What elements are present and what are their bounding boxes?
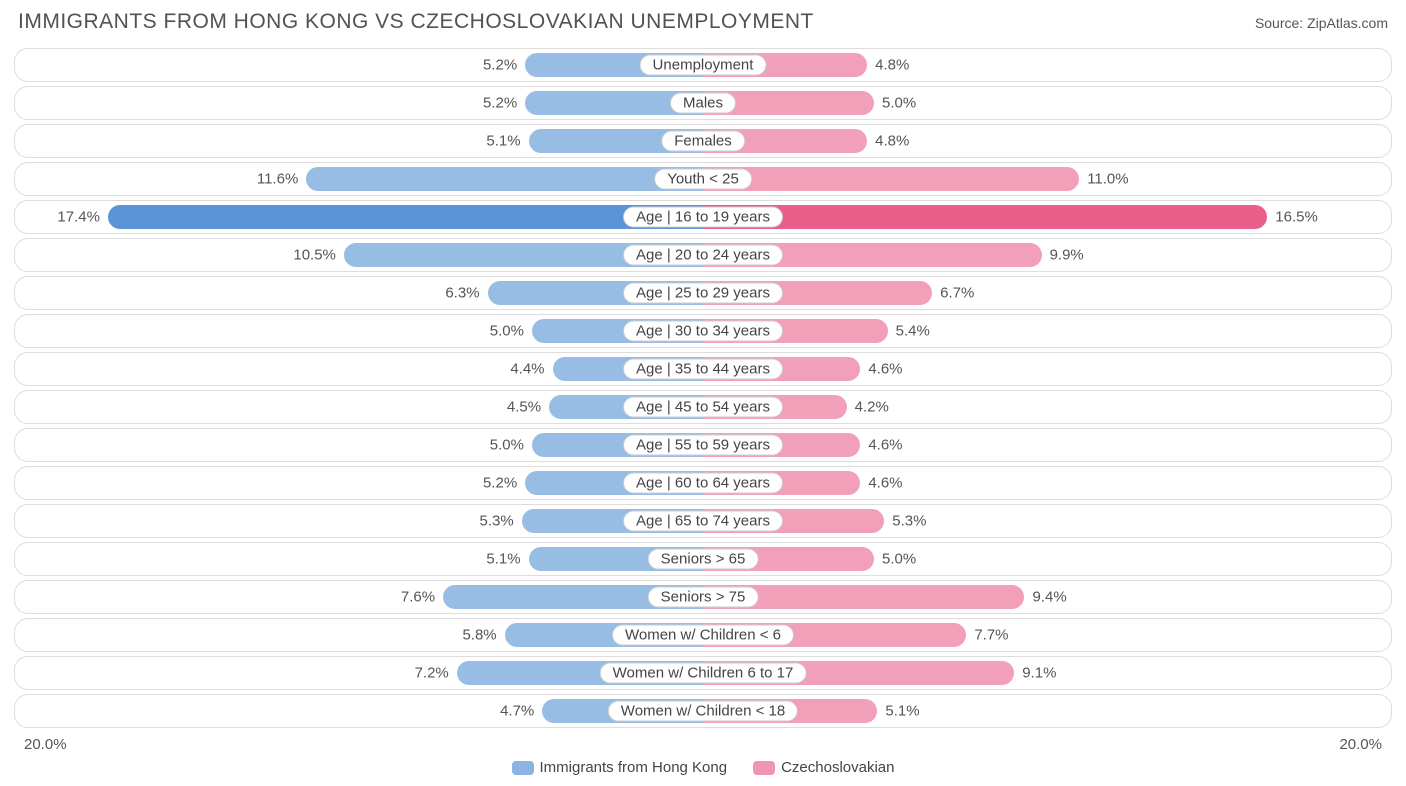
category-label: Age | 35 to 44 years — [623, 359, 783, 380]
chart-row: 5.2% 5.0% Males — [14, 86, 1392, 120]
value-left: 4.5% — [507, 399, 541, 416]
category-label: Seniors > 65 — [648, 549, 759, 570]
category-label: Age | 20 to 24 years — [623, 245, 783, 266]
value-left: 7.2% — [415, 665, 449, 682]
value-right: 4.8% — [875, 57, 909, 74]
value-left: 7.6% — [401, 589, 435, 606]
bar-right — [703, 167, 1079, 191]
chart-row: 11.6% 11.0% Youth < 25 — [14, 162, 1392, 196]
value-left: 17.4% — [57, 209, 100, 226]
category-label: Age | 30 to 34 years — [623, 321, 783, 342]
value-left: 6.3% — [445, 285, 479, 302]
chart-row: 5.3% 5.3% Age | 65 to 74 years — [14, 504, 1392, 538]
chart-title: IMMIGRANTS FROM HONG KONG VS CZECHOSLOVA… — [18, 10, 814, 34]
category-label: Unemployment — [640, 55, 767, 76]
chart-header: IMMIGRANTS FROM HONG KONG VS CZECHOSLOVA… — [14, 10, 1392, 34]
chart-row: 5.2% 4.8% Unemployment — [14, 48, 1392, 82]
value-right: 6.7% — [940, 285, 974, 302]
category-label: Women w/ Children < 6 — [612, 625, 794, 646]
category-label: Age | 16 to 19 years — [623, 207, 783, 228]
chart-source: Source: ZipAtlas.com — [1255, 15, 1388, 31]
chart-row: 4.7% 5.1% Women w/ Children < 18 — [14, 694, 1392, 728]
chart-row: 5.0% 5.4% Age | 30 to 34 years — [14, 314, 1392, 348]
legend-swatch-left — [512, 761, 534, 775]
bar-right — [703, 205, 1267, 229]
chart-row: 6.3% 6.7% Age | 25 to 29 years — [14, 276, 1392, 310]
diverging-bar-chart: 5.2% 4.8% Unemployment 5.2% 5.0% Males 5.1% 4.8… — [14, 48, 1392, 728]
value-left: 5.0% — [490, 323, 524, 340]
value-left: 4.4% — [510, 361, 544, 378]
chart-row: 7.6% 9.4% Seniors > 75 — [14, 580, 1392, 614]
value-right: 16.5% — [1275, 209, 1318, 226]
category-label: Age | 45 to 54 years — [623, 397, 783, 418]
value-left: 5.3% — [480, 513, 514, 530]
legend-label-left: Immigrants from Hong Kong — [540, 759, 728, 776]
value-right: 4.6% — [868, 475, 902, 492]
value-left: 5.2% — [483, 95, 517, 112]
value-right: 5.1% — [885, 703, 919, 720]
value-right: 5.0% — [882, 551, 916, 568]
value-left: 11.6% — [257, 171, 298, 188]
axis-left-max: 20.0% — [24, 736, 67, 753]
value-left: 5.0% — [490, 437, 524, 454]
value-left: 4.7% — [500, 703, 534, 720]
value-right: 5.0% — [882, 95, 916, 112]
value-right: 9.4% — [1032, 589, 1066, 606]
value-right: 7.7% — [974, 627, 1008, 644]
chart-row: 17.4% 16.5% Age | 16 to 19 years — [14, 200, 1392, 234]
category-label: Women w/ Children 6 to 17 — [600, 663, 807, 684]
chart-row: 5.1% 5.0% Seniors > 65 — [14, 542, 1392, 576]
chart-row: 5.8% 7.7% Women w/ Children < 6 — [14, 618, 1392, 652]
value-left: 5.1% — [486, 551, 520, 568]
category-label: Age | 55 to 59 years — [623, 435, 783, 456]
value-right: 9.9% — [1050, 247, 1084, 264]
category-label: Females — [661, 131, 745, 152]
value-right: 9.1% — [1022, 665, 1056, 682]
category-label: Males — [670, 93, 736, 114]
value-left: 5.8% — [462, 627, 496, 644]
chart-row: 4.5% 4.2% Age | 45 to 54 years — [14, 390, 1392, 424]
category-label: Age | 25 to 29 years — [623, 283, 783, 304]
value-right: 4.2% — [855, 399, 889, 416]
bar-left — [306, 167, 703, 191]
value-right: 5.4% — [896, 323, 930, 340]
chart-row: 5.2% 4.6% Age | 60 to 64 years — [14, 466, 1392, 500]
value-right: 4.8% — [875, 133, 909, 150]
legend-label-right: Czechoslovakian — [781, 759, 894, 776]
category-label: Age | 60 to 64 years — [623, 473, 783, 494]
value-right: 11.0% — [1087, 171, 1128, 188]
legend: Immigrants from Hong Kong Czechoslovakia… — [14, 759, 1392, 776]
value-left: 5.2% — [483, 475, 517, 492]
legend-item-left: Immigrants from Hong Kong — [512, 759, 728, 776]
axis-right-max: 20.0% — [1339, 736, 1382, 753]
value-left: 5.1% — [486, 133, 520, 150]
legend-item-right: Czechoslovakian — [753, 759, 894, 776]
bar-left — [108, 205, 703, 229]
chart-row: 10.5% 9.9% Age | 20 to 24 years — [14, 238, 1392, 272]
legend-swatch-right — [753, 761, 775, 775]
value-right: 5.3% — [892, 513, 926, 530]
category-label: Seniors > 75 — [648, 587, 759, 608]
chart-row: 4.4% 4.6% Age | 35 to 44 years — [14, 352, 1392, 386]
chart-row: 5.1% 4.8% Females — [14, 124, 1392, 158]
category-label: Age | 65 to 74 years — [623, 511, 783, 532]
axis-labels: 20.0% 20.0% — [14, 732, 1392, 753]
value-right: 4.6% — [868, 437, 902, 454]
category-label: Youth < 25 — [654, 169, 752, 190]
value-right: 4.6% — [868, 361, 902, 378]
value-left: 10.5% — [293, 247, 336, 264]
category-label: Women w/ Children < 18 — [608, 701, 798, 722]
chart-row: 7.2% 9.1% Women w/ Children 6 to 17 — [14, 656, 1392, 690]
value-left: 5.2% — [483, 57, 517, 74]
chart-row: 5.0% 4.6% Age | 55 to 59 years — [14, 428, 1392, 462]
